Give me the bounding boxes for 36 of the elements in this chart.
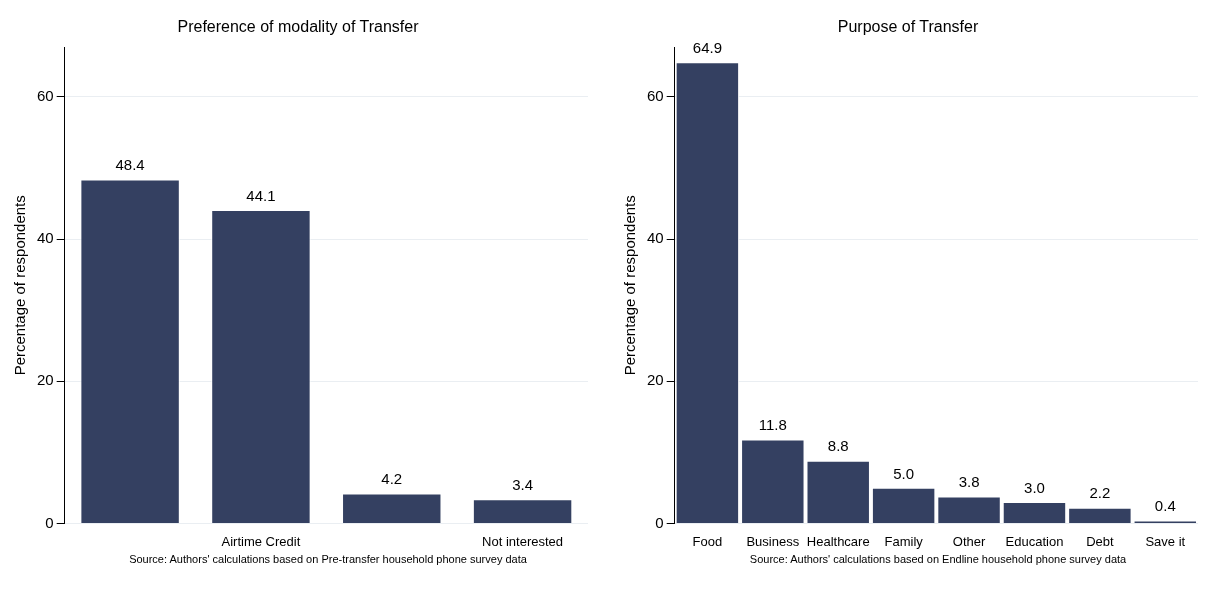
chart-title: Purpose of Transfer — [837, 18, 979, 36]
y-tick-label: 0 — [655, 513, 664, 531]
data-label: 2.2 — [1089, 484, 1111, 502]
y-axis-title: Percentage of respondents — [11, 195, 29, 376]
data-label: 64.9 — [692, 38, 722, 56]
data-label: 4.2 — [381, 470, 403, 488]
data-label: 3.8 — [958, 473, 980, 491]
source-note: Source: Authors' calculations based on Endline household phone survey data — [748, 553, 1128, 565]
y-tick-label: 60 — [647, 87, 664, 105]
y-tick-label: 20 — [37, 371, 54, 389]
data-label: 0.4 — [1154, 497, 1176, 515]
y-tick-label: 0 — [45, 513, 54, 531]
data-label: 44.1 — [246, 186, 276, 204]
y-tick-label: 20 — [647, 371, 664, 389]
x-tick-label: Airtime Credit — [221, 533, 301, 549]
x-tick-label: Not interested — [482, 533, 564, 549]
data-label: 3.0 — [1024, 478, 1045, 496]
x-tick-label: Healthcare — [806, 533, 870, 549]
y-tick-label: 40 — [647, 229, 664, 247]
x-tick-label: Save it — [1145, 533, 1186, 549]
y-tick-label: 40 — [37, 229, 54, 247]
y-axis-title: Percentage of respondents — [621, 195, 639, 376]
x-tick-label: Other — [952, 533, 986, 549]
data-label: 5.0 — [893, 464, 915, 482]
data-label: 3.4 — [512, 475, 534, 493]
x-tick-label: Food — [692, 533, 723, 549]
x-tick-label: Education — [1005, 533, 1064, 549]
x-tick-label: Business — [746, 533, 800, 549]
source-note: Source: Authors' calculations based on Pre-transfer household phone survey data — [128, 553, 528, 565]
x-tick-label: Debt — [1086, 533, 1114, 549]
data-label: 48.4 — [115, 156, 145, 174]
chart-title: Preference of modality of Transfer — [177, 18, 420, 36]
x-tick-label: Family — [884, 533, 924, 549]
y-tick-label: 60 — [37, 87, 54, 105]
data-label: 11.8 — [758, 416, 787, 434]
data-label: 8.8 — [827, 437, 849, 455]
